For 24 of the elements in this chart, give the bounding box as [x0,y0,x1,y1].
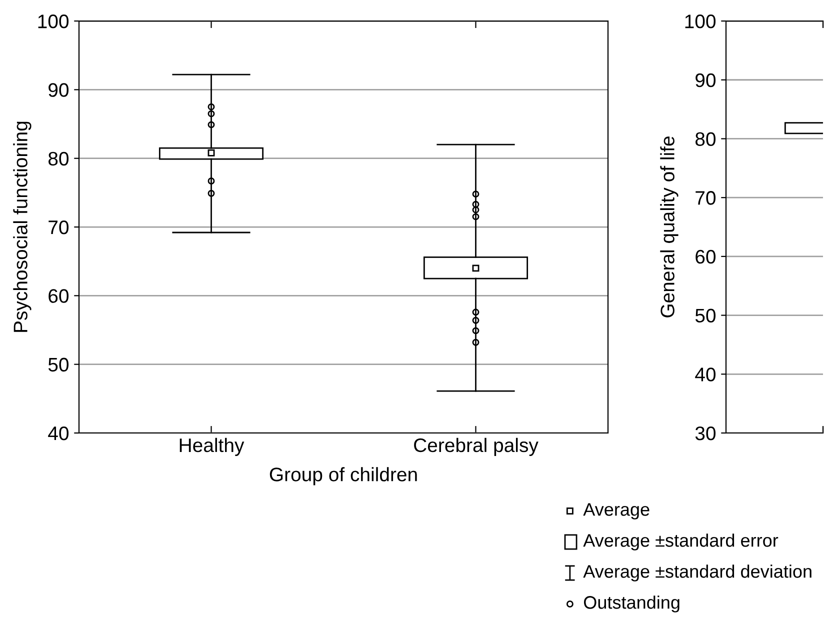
y-tick-label: 30 [695,426,716,440]
y-tick-label: 100 [685,14,716,28]
y-tick-label: 70 [48,220,69,234]
y-tick-label: 40 [695,368,716,382]
y-tick-label: 60 [48,289,69,303]
y-tick-label: 90 [48,83,69,97]
x-tick-label: Healthy [180,438,244,456]
y-tick-label: 100 [38,14,69,28]
text: Average [583,503,650,520]
y-tick-label: 40 [48,426,69,440]
y-tick-label: 50 [48,358,69,372]
text: Average ±standard error [583,534,778,550]
y-axis-title: General quality of life [660,136,678,318]
x-axis-title: Group of children [270,467,417,486]
text: Average ±standard deviation [583,564,812,582]
y-tick-label: 80 [695,132,716,146]
y-tick-label: 70 [696,191,716,205]
y-axis-title: Psychosocial functioning [13,122,32,332]
y-tick-label: 60 [696,250,716,264]
text: Outstanding [584,596,680,612]
y-tick-label: 80 [48,152,69,166]
y-tick-label: 50 [695,308,716,323]
x-tick-label: Cerebral palsy [414,438,538,456]
y-tick-label: 90 [696,73,716,88]
